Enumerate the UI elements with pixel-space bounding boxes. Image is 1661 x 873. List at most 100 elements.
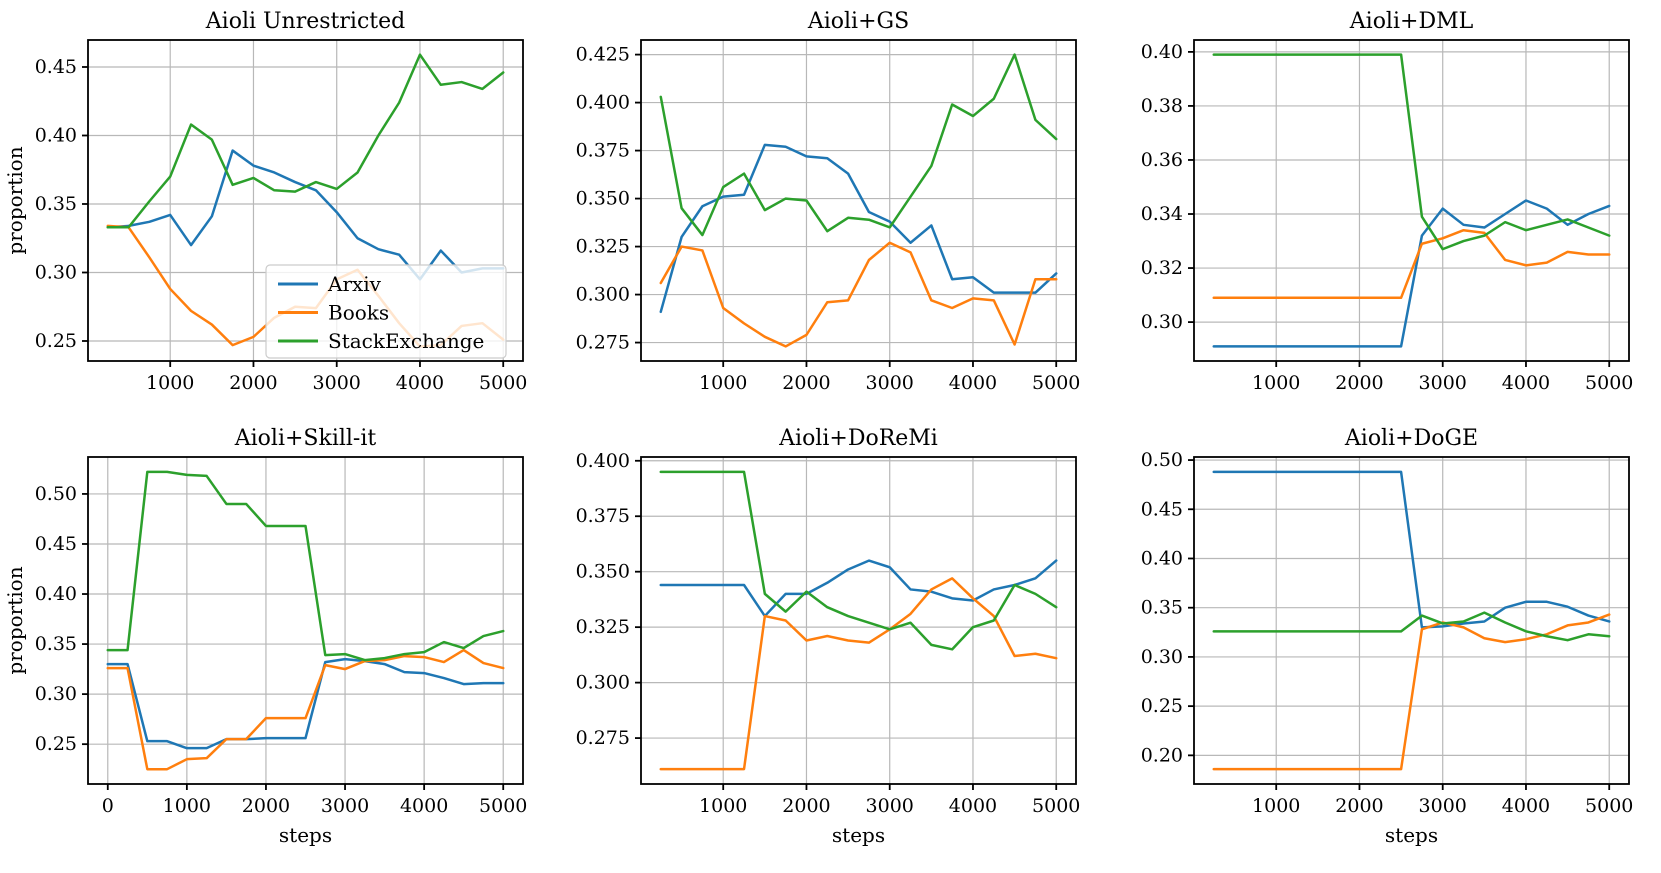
x-tick-label: 1000 (163, 795, 211, 817)
x-tick-label: 5000 (479, 795, 527, 817)
y-tick-label: 0.400 (576, 449, 630, 471)
x-tick-label: 5000 (1585, 795, 1633, 817)
line-series-arxiv (106, 657, 505, 749)
y-tick-label: 0.40 (1141, 547, 1183, 569)
y-axis-label: proportion (3, 146, 27, 254)
x-tick-label: 2000 (782, 372, 830, 394)
chart-title: Aioli+DoGE (1344, 426, 1478, 451)
y-tick-label: 0.350 (576, 560, 630, 582)
y-tick-label: 0.32 (1141, 257, 1183, 279)
subplot-aioli-unrestricted: 1000 2000 3000 4000 5000 0.25 0.30 0.35 0.40 0.45… (0, 0, 553, 436)
x-tick-label: 3000 (866, 372, 914, 394)
y-tick-label: 0.375 (576, 140, 630, 162)
axes-frame (87, 39, 524, 362)
figure-row-top: 1000 2000 3000 4000 5000 0.25 0.30 0.35 0.40 0.45… (0, 0, 1659, 436)
x-tick-label: 5000 (1032, 372, 1080, 394)
y-tick-label: 0.20 (1141, 744, 1183, 766)
ticks (1188, 458, 1611, 790)
legend-label-books: Books (328, 301, 389, 325)
x-tick-label: 3000 (321, 795, 369, 817)
x-tick-label: 1000 (1252, 372, 1300, 394)
y-tick-label: 0.350 (576, 188, 630, 210)
figure-row-bottom: 0 1000 2000 3000 4000 5000 0.25 0.30 0.35 0.40 0.4… (0, 426, 1661, 873)
x-tick-label: 5000 (1585, 372, 1633, 394)
y-tick-label: 0.30 (35, 683, 77, 705)
subplot-aioli-doremi: 1000 2000 3000 4000 5000 0.275 0.300 0.325 0.350… (553, 426, 1106, 873)
y-tick-label: 0.275 (576, 332, 630, 354)
axes-frame (87, 455, 524, 785)
y-tick-label: 0.50 (1141, 449, 1183, 471)
subplot-aioli-doge: 1000 2000 3000 4000 5000 0.20 0.25 0.30 0.35 0.40… (1106, 426, 1659, 873)
ticks (82, 66, 505, 367)
line-series-books (659, 576, 1058, 770)
line-series-books (1212, 228, 1611, 300)
x-tick-label: 5000 (479, 372, 527, 394)
y-tick-label: 0.35 (35, 193, 77, 215)
x-tick-label: 1000 (1252, 795, 1300, 817)
x-tick-label: 1000 (146, 372, 194, 394)
line-series-arxiv (1212, 470, 1611, 629)
x-tick-label: 2000 (1335, 372, 1383, 394)
x-tick-label: 1000 (699, 795, 747, 817)
x-tick-label: 3000 (313, 372, 361, 394)
chart-svg-2: 1000 2000 3000 4000 5000 0.30 0.32 0.34 0.36 0.38… (1141, 9, 1634, 394)
ticks (635, 53, 1058, 367)
x-tick-label: 5000 (1032, 795, 1080, 817)
x-tick-label: 4000 (1502, 795, 1550, 817)
y-tick-label: 0.25 (35, 733, 77, 755)
y-tick-label: 0.25 (35, 330, 77, 352)
chart-title: Aioli+DoReMi (778, 426, 938, 451)
x-tick-label: 4000 (400, 795, 448, 817)
x-tick-label: 2000 (1335, 795, 1383, 817)
legend-label-arxiv: Arxiv (327, 272, 382, 296)
axes-frame (640, 39, 1077, 362)
y-tick-label: 0.40 (35, 583, 77, 605)
y-tick-label: 0.25 (1141, 695, 1183, 717)
chart-svg-3: 0 1000 2000 3000 4000 5000 0.25 0.30 0.35 0.40 0.4… (3, 426, 527, 847)
grid (88, 456, 523, 784)
ticks (635, 459, 1058, 790)
y-tick-label: 0.30 (1141, 311, 1183, 333)
x-tick-label: 4000 (949, 372, 997, 394)
x-tick-label: 4000 (396, 372, 444, 394)
x-tick-label: 2000 (229, 372, 277, 394)
y-tick-label: 0.36 (1141, 149, 1183, 171)
legend: Arxiv Books StackExchange (265, 264, 507, 359)
line-series-arxiv (106, 149, 505, 281)
legend-box (265, 264, 507, 359)
y-tick-label: 0.325 (576, 616, 630, 638)
x-tick-label: 2000 (782, 795, 830, 817)
y-tick-label: 0.400 (576, 92, 630, 114)
line-series-stackexchange (106, 470, 505, 661)
x-tick-label: 4000 (1502, 372, 1550, 394)
subplot-aioli-dml: 1000 2000 3000 4000 5000 0.30 0.32 0.34 0.36 0.38… (1106, 0, 1659, 436)
x-axis-label: steps (279, 823, 332, 847)
y-tick-label: 0.45 (35, 56, 77, 78)
ticks (1188, 50, 1611, 367)
y-tick-label: 0.34 (1141, 203, 1183, 225)
y-tick-label: 0.300 (576, 284, 630, 306)
line-series-arxiv (659, 143, 1058, 314)
subplot-aioli-skill-it: 0 1000 2000 3000 4000 5000 0.25 0.30 0.35 0.40 0.4… (0, 426, 553, 873)
chart-title: Aioli Unrestricted (205, 9, 405, 34)
y-tick-label: 0.40 (1141, 41, 1183, 63)
axes-frame (1193, 39, 1630, 362)
x-tick-label: 4000 (949, 795, 997, 817)
subplot-aioli-gs: 1000 2000 3000 4000 5000 0.275 0.300 0.325 0.350… (553, 0, 1106, 436)
grid (641, 40, 1076, 361)
y-axis-label: proportion (3, 566, 27, 674)
y-tick-label: 0.375 (576, 505, 630, 527)
chart-svg-5: 1000 2000 3000 4000 5000 0.20 0.25 0.30 0.35 0.40… (1141, 426, 1634, 847)
grid (641, 456, 1076, 784)
line-series-stackexchange (659, 53, 1058, 237)
line-series-stackexchange (659, 470, 1058, 651)
line-series-books (659, 241, 1058, 348)
x-tick-label: 3000 (1419, 795, 1467, 817)
y-tick-label: 0.425 (576, 44, 630, 66)
y-tick-label: 0.40 (35, 124, 77, 146)
x-tick-label: 3000 (866, 795, 914, 817)
y-tick-label: 0.300 (576, 671, 630, 693)
y-tick-label: 0.50 (35, 482, 77, 504)
chart-svg-4: 1000 2000 3000 4000 5000 0.275 0.300 0.325 0.350… (576, 426, 1081, 847)
